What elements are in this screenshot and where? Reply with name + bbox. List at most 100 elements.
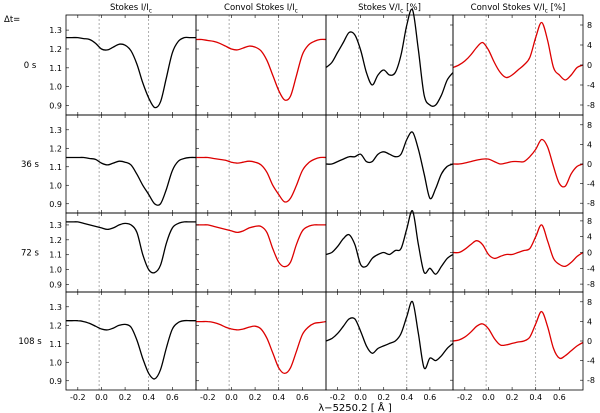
- panel: -8 -4 0 4 8: [452, 114, 595, 214]
- x-tick-label: -0.2: [330, 393, 346, 402]
- x-tick-label: 0.0: [225, 393, 238, 402]
- x-tick-label: -0.2: [457, 393, 473, 402]
- profile-curve: [325, 300, 454, 370]
- panel: [195, 212, 327, 293]
- y-tick-label: -4: [587, 264, 595, 273]
- panel-frame: [195, 212, 327, 293]
- panel: -0.2 0.0 0.2 0.4 0.6 -8 -4 0 4 8: [452, 291, 595, 402]
- panel-grid: 0.91.01.11.21.3-8-40480.91.01.11.21.3-8-…: [49, 8, 595, 402]
- x-tick-label: 0.6: [296, 393, 309, 402]
- profile-curve: [66, 156, 197, 206]
- column-title-main: Stokes V/I: [358, 3, 400, 13]
- column-title: Convol Stokes V/Ic [%]: [471, 3, 566, 15]
- panel: [325, 210, 454, 293]
- profile-curve: [195, 38, 327, 101]
- x-tick-label: 0.4: [400, 393, 413, 402]
- x-tick-label: 0.4: [272, 393, 285, 402]
- profile-curve: [452, 224, 584, 268]
- x-tick-label: 0.6: [553, 393, 566, 402]
- row-label: 0 s: [24, 61, 37, 71]
- y-tick-label: 1.2: [49, 45, 62, 54]
- profile-curve: [195, 224, 326, 268]
- y-tick-label: 4: [587, 41, 592, 50]
- x-tick-label: 0.4: [142, 393, 155, 402]
- column-title-unit: [%]: [548, 3, 565, 13]
- x-tick-label: 0.0: [95, 393, 108, 402]
- panel: [325, 114, 454, 214]
- panel: -8 -4 0 4 8: [452, 212, 595, 293]
- y-tick-label: 0: [587, 160, 592, 169]
- y-tick-label: 1.2: [49, 144, 62, 153]
- y-tick-label: 8: [587, 21, 592, 30]
- profile-curve: [66, 319, 196, 380]
- y-tick-label: 1.3: [49, 221, 62, 230]
- panel-frame: [325, 14, 454, 116]
- panel-frame: [452, 14, 584, 116]
- y-tick-label: 4: [587, 317, 592, 326]
- y-tick-label: 1.1: [49, 163, 62, 172]
- y-tick-label: 0.9: [49, 200, 62, 209]
- panel-frame: [325, 212, 454, 293]
- panel: 0.9 1.0 1.1 1.2 1.3: [49, 14, 197, 116]
- x-tick-label: 0.2: [119, 393, 132, 402]
- panel: [325, 8, 454, 116]
- y-tick-label: 8: [587, 298, 592, 307]
- x-axis-label: λ−5250.2 [ Å ]: [318, 401, 392, 413]
- panel: 0.9 1.0 1.1 1.2 1.3: [49, 114, 197, 214]
- y-tick-label: 4: [587, 140, 592, 149]
- row-label: 72 s: [21, 249, 40, 259]
- y-tick-label: 1.0: [49, 358, 62, 367]
- column-title-subscript: c: [295, 8, 298, 15]
- panel-frame: [452, 114, 584, 214]
- column-title-subscript: c: [545, 8, 548, 15]
- y-tick-label: 1.3: [49, 126, 62, 135]
- y-tick-label: -4: [587, 180, 595, 189]
- profile-curve: [452, 21, 584, 81]
- panel: -0.2 0.0 0.2 0.4 0.6: [195, 291, 327, 402]
- profile-curve: [325, 8, 454, 107]
- column-title-main: Stokes I/I: [110, 3, 149, 13]
- panel: -8 -4 0 4 8: [452, 14, 595, 116]
- panel-frame: [195, 14, 327, 116]
- y-tick-label: 1.1: [49, 251, 62, 260]
- y-tick-label: -8: [587, 376, 595, 385]
- panel: 0.9 1.0 1.1 1.2 1.3: [49, 212, 197, 293]
- row-labels: 0 s 36 s 72 s 108 s: [18, 61, 42, 347]
- panel-frame: [65, 14, 197, 116]
- y-tick-label: -8: [587, 101, 595, 110]
- delta-t-label: Δt=: [4, 15, 20, 25]
- y-tick-label: 0.9: [49, 281, 62, 290]
- y-tick-label: 1.2: [49, 236, 62, 245]
- y-tick-label: 1.0: [49, 266, 62, 275]
- y-tick-label: 8: [587, 217, 592, 226]
- y-tick-label: 1.0: [49, 83, 62, 92]
- y-tick-label: 1.1: [49, 64, 62, 73]
- y-tick-label: 0.9: [49, 377, 62, 386]
- panel: [195, 114, 327, 214]
- column-title-unit: [%]: [403, 3, 420, 13]
- x-tick-label: 0.4: [529, 393, 542, 402]
- profile-curve: [325, 131, 454, 200]
- column-title-subscript: c: [400, 8, 403, 15]
- y-tick-label: -4: [587, 357, 595, 366]
- y-tick-label: -8: [587, 199, 595, 208]
- profile-curve: [452, 138, 584, 188]
- profile-curve: [65, 36, 196, 109]
- y-tick-label: 1.1: [49, 340, 62, 349]
- y-tick-label: 0: [587, 337, 592, 346]
- profile-curve: [196, 156, 327, 203]
- y-tick-label: 8: [587, 121, 592, 130]
- panel-frame: [325, 291, 454, 391]
- profile-curve: [196, 320, 327, 375]
- panel-frame: [452, 291, 584, 391]
- column-title-main: Convol Stokes I/I: [224, 3, 295, 13]
- panel-frame: [65, 291, 197, 391]
- y-tick-label: 1.2: [49, 321, 62, 330]
- panel: [195, 14, 327, 116]
- x-tick-label: -0.2: [200, 393, 216, 402]
- profile-curve: [66, 221, 196, 274]
- y-tick-label: 1.3: [49, 26, 62, 35]
- y-tick-label: -4: [587, 81, 595, 90]
- panel: -0.2 0.0 0.2 0.4 0.6: [325, 291, 454, 402]
- y-tick-label: 1.0: [49, 181, 62, 190]
